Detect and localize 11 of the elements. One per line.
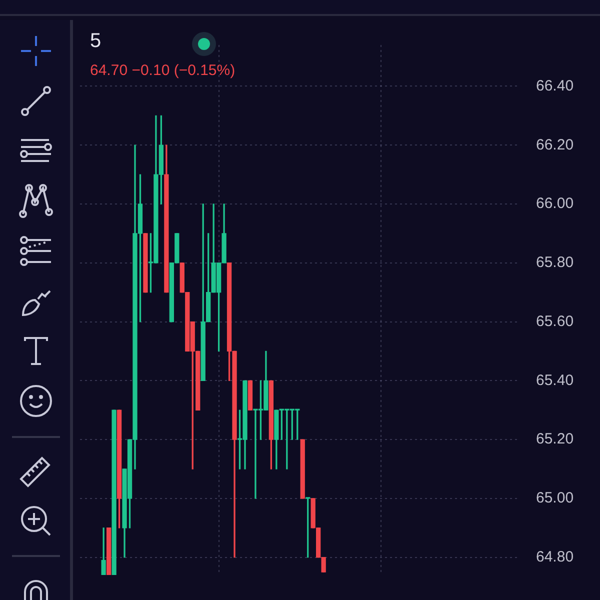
y-tick-label: 66.40 bbox=[536, 77, 574, 94]
y-tick-label: 64.80 bbox=[536, 548, 574, 566]
y-tick-label: 66.20 bbox=[536, 136, 574, 154]
y-tick-label: 65.80 bbox=[536, 254, 574, 272]
y-tick-label: 65.20 bbox=[536, 430, 574, 448]
y-tick-label: 66.00 bbox=[536, 195, 574, 212]
chart-title: 5 bbox=[90, 30, 102, 53]
y-tick-label: 65.60 bbox=[536, 312, 574, 330]
y-tick-label: 65.00 bbox=[536, 490, 574, 507]
text: 64.70 −0.10 (−0.15%) bbox=[90, 62, 236, 79]
y-tick-label: 65.40 bbox=[536, 372, 574, 389]
